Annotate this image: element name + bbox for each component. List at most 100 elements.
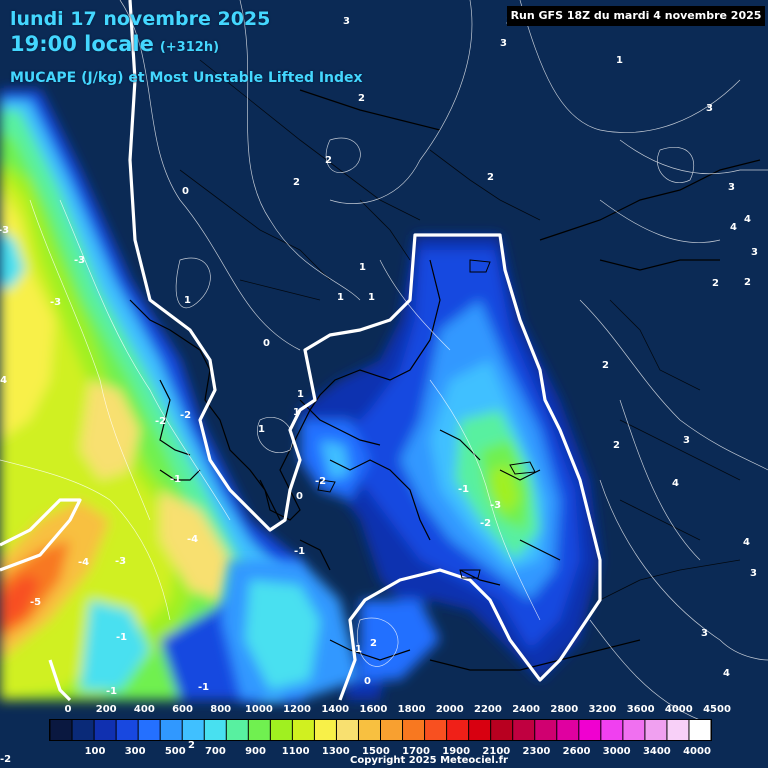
li-label: 2 [188,740,195,751]
li-label: -2 [480,518,492,529]
scale-upper-value: 4000 [664,704,693,715]
color-scale-swatch [469,720,491,740]
li-label: 2 [293,177,300,188]
color-scale-swatch [248,720,270,740]
color-scale-swatch [513,720,535,740]
scale-upper-value: 2800 [550,704,579,715]
li-label: -2 [180,410,192,421]
scale-lower-value: 2600 [562,746,591,757]
li-label: 3 [500,38,507,49]
color-scale-swatch [579,720,601,740]
li-label: -3 [490,500,502,511]
li-label: -2 [155,416,167,427]
li-label: -3 [0,225,10,236]
li-label: 4 [672,478,679,489]
scale-lower-value: 2100 [482,746,511,757]
scale-lower-value: 1700 [402,746,430,757]
li-label: 2 [487,172,494,183]
cape-field-southwest [220,560,360,700]
scale-upper-value: 2400 [512,704,541,715]
color-scale-swatch [358,720,380,740]
lead-time: (+312h) [159,40,220,55]
scale-upper-value: 400 [133,704,155,715]
scale-lower-value: 700 [204,746,226,757]
li-label: -2 [315,476,327,487]
li-label: 1 [258,424,265,435]
li-label: 1 [297,389,304,400]
li-zero-contour [0,0,602,702]
scale-lower-value: 2300 [522,746,551,757]
run-info: Run GFS 18Z du mardi 4 novembre 2025 [507,6,765,26]
color-scale-swatch [491,720,513,740]
islands [317,259,536,579]
color-scale-swatch [72,720,94,740]
scale-upper-value: 4500 [703,704,731,715]
li-label: -1 [198,682,210,693]
li-label: 1 [293,407,300,418]
color-scale-swatch [447,720,469,740]
li-label: 0 [364,676,371,687]
li-label: 0 [182,186,189,197]
li-label: -4 [78,557,90,568]
scale-lower-value: 1100 [281,746,310,757]
scale-upper-value: 2200 [474,704,502,715]
li-label: -5 [30,597,42,608]
color-scale-swatch [623,720,645,740]
li-label: 3 [343,16,350,27]
li-label: -3 [50,297,62,308]
li-label: -2 [0,754,12,765]
scale-upper-value: 1600 [359,704,388,715]
color-scale-swatch [182,720,204,740]
scale-upper-value: 2000 [435,704,464,715]
color-scale-swatch [292,720,314,740]
color-scale-swatch [336,720,358,740]
scale-upper-value: 1200 [283,704,311,715]
scale-upper-value: 600 [172,704,193,715]
scale-upper-value: 200 [95,704,117,715]
color-scale-swatch [138,720,160,740]
forecast-time-text: 19:00 locale [10,32,154,56]
scale-upper-value: 0 [64,704,72,715]
color-scale-swatch [557,720,579,740]
li-label: 3 [751,247,758,258]
coastlines [129,89,761,671]
forecast-date: lundi 17 novembre 2025 [10,8,271,30]
li-label: -4 [187,534,199,545]
li-label: 1 [359,262,366,273]
li-label: 1 [184,295,191,306]
li-label: -1 [106,686,118,697]
li-label: 2 [613,440,620,451]
color-scale-swatch [314,720,336,740]
scale-lower-value: 1300 [321,746,350,757]
scale-lower-value: 3000 [602,746,631,757]
scale-lower-value: 300 [124,746,146,757]
li-label: -3 [74,255,86,266]
li-label: 2 [712,278,719,289]
li-label: 0 [296,491,303,502]
li-label: 1 [368,292,375,303]
scale-upper-value: 1000 [244,704,273,715]
li-label: 1 [355,644,362,655]
scale-lower-value: 1900 [442,746,471,757]
li-contours-thin [0,0,768,721]
color-scale-swatch [689,720,711,740]
color-scale-swatch [381,720,403,740]
color-scale-swatch [270,720,292,740]
color-scale-swatch [425,720,447,740]
li-label: 3 [706,103,713,114]
li-label: -3 [115,556,127,567]
cape-field-east [300,235,600,700]
li-label: 1 [616,55,623,66]
color-scale-swatch [116,720,138,740]
copyright: Copyright 2025 Meteociel.fr [350,755,508,766]
scale-lower-value: 1500 [362,746,390,757]
cape-field-west [0,90,320,700]
li-label: -4 [0,375,8,386]
color-scale-swatch [535,720,557,740]
color-scale-swatch [160,720,182,740]
scale-upper-value: 800 [210,704,232,715]
li-label: 2 [370,638,377,649]
li-label: -1 [294,546,306,557]
